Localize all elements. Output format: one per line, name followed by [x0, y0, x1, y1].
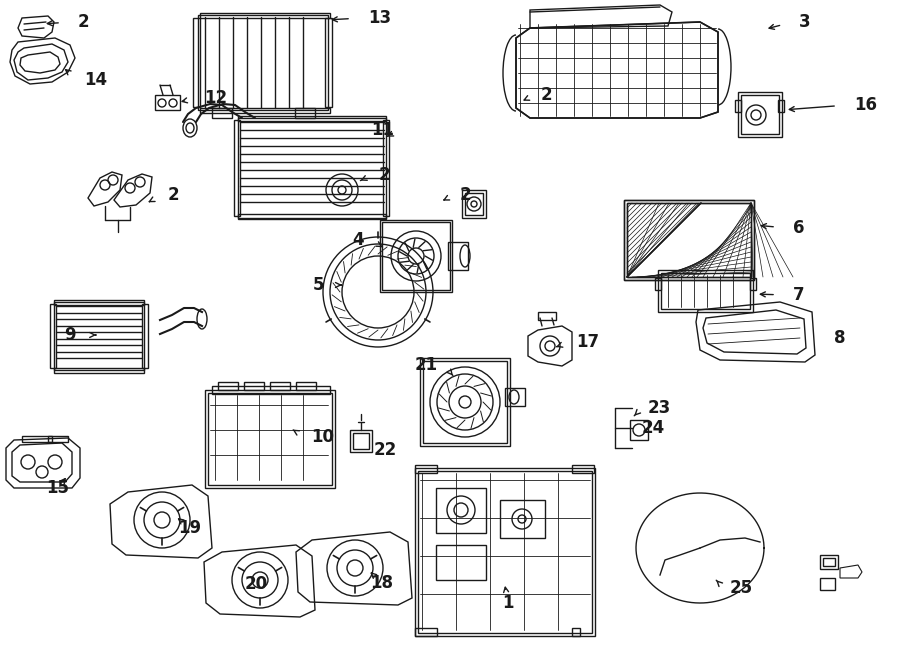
Bar [54, 300, 144, 305]
Bar [200, 108, 330, 113]
Text: 7: 7 [793, 286, 805, 304]
Bar [142, 304, 148, 368]
Text: 3: 3 [799, 13, 811, 31]
Bar [22, 436, 52, 442]
Text: 21: 21 [415, 356, 438, 374]
Bar [448, 242, 468, 270]
Bar [234, 120, 240, 216]
Text: 10: 10 [311, 428, 334, 446]
Bar [820, 555, 838, 569]
Text: 5: 5 [312, 276, 324, 294]
Bar [500, 500, 545, 538]
Bar [295, 108, 315, 118]
Text: 2: 2 [379, 166, 391, 184]
Text: 17: 17 [576, 333, 599, 351]
Bar [350, 430, 372, 452]
Bar [661, 273, 750, 309]
Bar [353, 433, 369, 449]
Bar [538, 312, 556, 320]
Bar [218, 382, 238, 390]
Text: 14: 14 [84, 71, 107, 89]
Bar [741, 95, 779, 134]
Bar [325, 18, 332, 107]
Bar [738, 92, 782, 137]
Bar [238, 118, 386, 218]
Bar [415, 465, 437, 473]
Bar [436, 545, 486, 580]
Bar [155, 95, 180, 110]
Text: 2: 2 [168, 186, 180, 204]
Bar [627, 203, 751, 277]
Bar [193, 18, 200, 107]
Bar [382, 222, 450, 290]
Bar [208, 393, 332, 485]
Bar [778, 100, 784, 112]
Text: 9: 9 [65, 326, 76, 344]
Bar [296, 382, 316, 390]
Text: 22: 22 [374, 441, 397, 459]
Bar [820, 578, 835, 590]
Bar [462, 190, 486, 218]
Bar [572, 628, 580, 636]
Bar [750, 278, 756, 290]
Bar [238, 214, 386, 219]
Text: 25: 25 [730, 579, 753, 597]
Bar [423, 361, 507, 443]
Bar [212, 108, 232, 118]
Text: 2: 2 [541, 86, 553, 104]
Text: 18: 18 [371, 574, 393, 592]
Bar [238, 116, 386, 121]
Text: 20: 20 [245, 575, 267, 593]
Text: 4: 4 [353, 231, 364, 249]
Bar [415, 628, 437, 636]
Bar [624, 200, 754, 280]
Text: 16: 16 [854, 96, 877, 114]
Bar [244, 382, 264, 390]
Bar [823, 558, 835, 566]
Bar [436, 488, 486, 533]
Bar [658, 270, 753, 312]
Bar [270, 382, 290, 390]
Bar [420, 358, 510, 446]
Text: 24: 24 [642, 419, 665, 437]
Bar [418, 471, 592, 633]
Text: 11: 11 [371, 121, 394, 139]
Bar [465, 193, 483, 215]
Bar [205, 390, 335, 488]
Text: 13: 13 [368, 9, 392, 27]
Bar [54, 302, 144, 370]
Bar [655, 278, 661, 290]
Bar [200, 13, 330, 18]
Text: 23: 23 [648, 399, 671, 417]
Text: 1: 1 [502, 594, 514, 612]
Text: 8: 8 [834, 329, 845, 347]
Bar [415, 468, 595, 636]
Bar [505, 388, 525, 406]
Text: 15: 15 [47, 479, 69, 497]
Bar [380, 220, 452, 292]
Text: 2: 2 [78, 13, 90, 31]
Text: 19: 19 [178, 519, 202, 537]
Bar [624, 200, 754, 280]
Text: 2: 2 [460, 186, 472, 204]
Bar [198, 15, 328, 110]
Bar [735, 100, 741, 112]
Bar [48, 436, 68, 442]
Text: 6: 6 [793, 219, 805, 237]
Bar [630, 420, 648, 440]
Bar [54, 368, 144, 373]
Bar [50, 304, 56, 368]
Bar [627, 203, 751, 277]
Text: 12: 12 [204, 89, 227, 107]
Bar [383, 120, 389, 216]
Bar [212, 386, 330, 394]
Bar [572, 465, 594, 473]
